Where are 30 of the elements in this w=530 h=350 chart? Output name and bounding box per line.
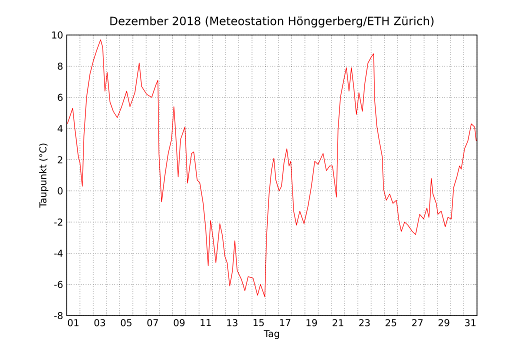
x-tick-label: 05 <box>120 319 132 326</box>
x-tick-label: 03 <box>94 319 106 326</box>
x-tick-label: 07 <box>147 319 158 326</box>
y-axis-title: Taupunkt (°C) <box>39 144 48 208</box>
x-tick-label: 27 <box>412 319 423 326</box>
x-tick-label: 21 <box>332 319 344 326</box>
y-tick-label: 4 <box>58 125 63 132</box>
x-tick-label: 15 <box>254 319 264 326</box>
x-tick-label: 29 <box>438 319 450 326</box>
x-tick-label: 17 <box>280 319 290 326</box>
chart-title: Dezember 2018 (Meteostation Hönggerberg/ETH Zürich) <box>110 16 434 28</box>
x-tick-label: 13 <box>227 319 238 326</box>
y-tick-label: -6 <box>54 280 63 288</box>
y-tick-label: 6 <box>58 94 63 101</box>
y-tick-label: -8 <box>54 312 63 320</box>
x-tick-label: 31 <box>465 319 476 326</box>
y-tick-label: 2 <box>58 156 62 164</box>
y-tick-label: 0 <box>58 187 63 194</box>
y-tick-label: -4 <box>54 250 63 257</box>
x-tick-label: 23 <box>359 319 370 326</box>
x-tick-label: 25 <box>386 319 396 326</box>
x-tick-label: 09 <box>174 319 185 326</box>
line-series <box>67 39 477 298</box>
x-axis-title: Tag <box>264 330 280 339</box>
x-tick-label: 19 <box>306 319 317 326</box>
y-tick-label: 8 <box>58 62 63 70</box>
x-tick-label: 01 <box>68 319 78 326</box>
y-tick-label: 10 <box>52 31 63 39</box>
y-tick-label: -2 <box>54 218 62 226</box>
x-tick-label: 11 <box>200 319 211 326</box>
